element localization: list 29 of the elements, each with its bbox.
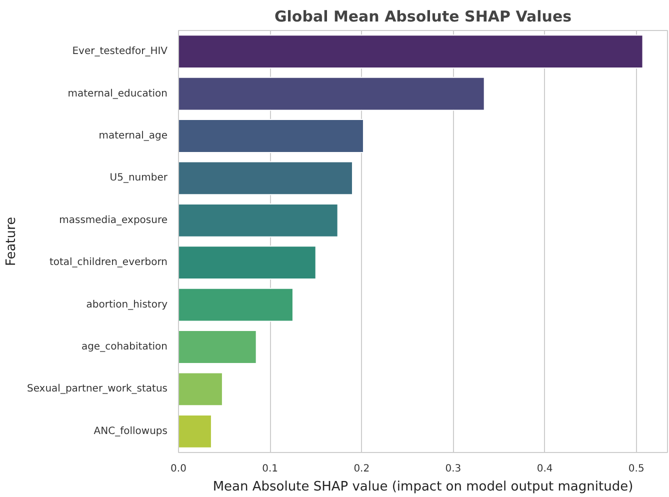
y-axis-title: Feature — [4, 216, 19, 266]
bar — [178, 372, 223, 406]
y-tick-label: age_cohabitation — [81, 342, 168, 352]
bar — [178, 330, 257, 364]
bar — [178, 414, 212, 448]
bar — [178, 288, 294, 322]
y-tick-label: massmedia_exposure — [59, 214, 168, 226]
x-tick-label: 0.0 — [170, 464, 186, 474]
y-tick-label: ANC_followups — [94, 426, 168, 437]
x-tick-label: 0.2 — [354, 464, 370, 474]
x-tick-label: 0.1 — [262, 464, 278, 474]
bar — [178, 203, 338, 238]
x-tick-label: 0.4 — [536, 464, 553, 474]
y-tick-label: total_children_everborn — [49, 257, 168, 268]
bar — [178, 161, 353, 196]
bar — [178, 119, 364, 153]
y-tick-label: Ever_testedfor_HIV — [72, 46, 168, 58]
y-tick-label: Sexual_partner_work_status — [26, 384, 168, 395]
bar — [178, 34, 644, 69]
x-tick-label: 0.3 — [445, 464, 462, 474]
y-tick-label: maternal_age — [98, 130, 168, 142]
y-tick-label: abortion_history — [86, 299, 168, 310]
y-tick-label: U5_number — [110, 172, 168, 184]
bar — [178, 246, 316, 280]
y-tick-label: maternal_education — [68, 88, 168, 100]
x-axis-title: Mean Absolute SHAP value (impact on model output magnitude) — [212, 480, 634, 494]
chart-title: Global Mean Absolute SHAP Values — [274, 8, 572, 26]
bar — [178, 76, 485, 111]
x-tick-label: 0.5 — [628, 464, 644, 474]
